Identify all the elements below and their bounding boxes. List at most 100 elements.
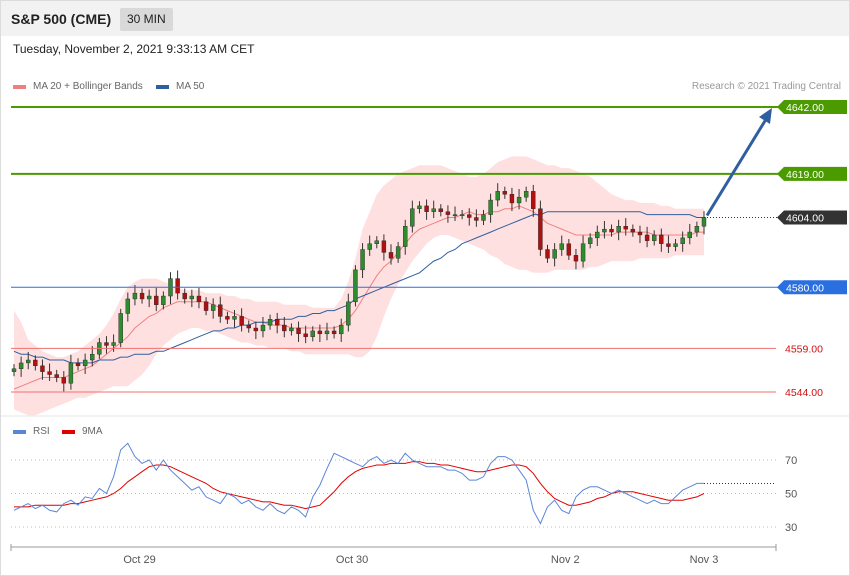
candle-body — [395, 246, 401, 259]
candle-body — [616, 226, 621, 233]
candle-body — [417, 205, 422, 209]
candle-body — [182, 292, 187, 300]
candle-body — [566, 243, 572, 256]
candle-body — [580, 243, 586, 262]
x-tick-label: Nov 2 — [551, 554, 580, 566]
candle-body — [104, 342, 109, 346]
candle-body — [310, 330, 315, 337]
candle-body — [516, 196, 522, 204]
candle-body — [474, 217, 479, 221]
candle-body — [595, 231, 600, 239]
x-tick-label: Nov 3 — [690, 554, 719, 566]
candle-body — [324, 330, 330, 335]
candle-body — [303, 333, 308, 337]
candle-body — [438, 208, 444, 212]
candle-body — [111, 342, 116, 346]
candle-body — [644, 234, 650, 241]
candle-body — [531, 191, 536, 209]
forecast-arrow-head — [759, 108, 772, 124]
candle-body — [353, 269, 358, 303]
level-label: 4619.00 — [786, 169, 824, 181]
candle-body — [246, 324, 251, 329]
timeframe-button[interactable]: 30 MIN — [120, 8, 173, 31]
candle-body — [339, 324, 344, 335]
candle-body — [431, 208, 436, 212]
candle-body — [40, 365, 45, 372]
candle-body — [687, 231, 692, 239]
candle-body — [210, 304, 216, 311]
candle-body — [673, 243, 678, 247]
rsi-tick-label: 30 — [785, 522, 797, 534]
legend-ma50: MA 50 — [156, 81, 204, 92]
candle-body — [47, 371, 52, 375]
bollinger-band — [14, 156, 704, 416]
legend-rsi-label: RSI — [33, 426, 50, 437]
candle-body — [189, 295, 195, 300]
candle-body — [424, 205, 429, 212]
candle-body — [666, 243, 671, 247]
candle-body — [374, 240, 379, 244]
level-label: 4642.00 — [786, 102, 824, 114]
x-tick-label: Oct 30 — [336, 554, 368, 566]
candle-body — [267, 319, 273, 326]
candle-body — [18, 362, 24, 369]
timestamp: Tuesday, November 2, 2021 9:33:13 AM CET — [13, 42, 255, 56]
current-price-tag — [777, 210, 847, 225]
rsi-tick-label: 70 — [785, 455, 797, 467]
legend-ma20: MA 20 + Bollinger Bands — [13, 81, 143, 92]
candle-body — [488, 199, 493, 215]
candle-body — [75, 362, 81, 367]
candle-body — [630, 228, 636, 233]
legend-9ma-label: 9MA — [82, 426, 103, 437]
candle-body — [410, 208, 415, 227]
candle-body — [587, 237, 593, 244]
rsi-9ma-line — [14, 461, 705, 510]
candle-body — [360, 249, 365, 271]
candle-body — [538, 208, 543, 250]
level-tag — [777, 166, 847, 181]
candle-body — [296, 327, 301, 335]
candle-body — [54, 374, 59, 378]
candle-body — [26, 359, 31, 364]
legend-rsi: RSI — [13, 426, 50, 437]
candle-body — [559, 243, 564, 250]
candle-body — [82, 359, 88, 367]
legend-ma20-label: MA 20 + Bollinger Bands — [33, 81, 143, 92]
candle-body — [161, 295, 166, 305]
candle-body — [154, 295, 159, 305]
candle-body — [331, 330, 337, 335]
candle-body — [146, 295, 152, 300]
legend-ma20-swatch — [13, 84, 26, 89]
candle-body — [445, 211, 451, 215]
candle-body — [573, 255, 579, 262]
candle-body — [545, 249, 550, 259]
candle-body — [260, 324, 266, 332]
legend-9ma-swatch — [62, 429, 75, 434]
candle-body — [680, 237, 685, 244]
rsi-tick-label: 50 — [785, 489, 797, 501]
candle-body — [33, 359, 38, 367]
candle-body — [317, 330, 323, 335]
candle-body — [609, 228, 614, 233]
candle-body — [459, 214, 465, 217]
candle-body — [125, 298, 131, 314]
header-bar: S&P 500 (CME) 30 MIN — [1, 1, 849, 36]
candle-body — [403, 226, 408, 247]
x-tick-label: Oct 29 — [123, 554, 155, 566]
current-price-label: 4604.00 — [786, 213, 824, 225]
candle-body — [132, 292, 138, 300]
candle-body — [274, 319, 280, 326]
legend-rsi-swatch — [13, 429, 26, 434]
candle-body — [253, 327, 259, 332]
candle-body — [523, 191, 529, 198]
candle-body — [659, 234, 664, 244]
credit-text: Research © 2021 Trading Central — [691, 81, 841, 92]
candle-body — [90, 353, 95, 361]
candle-body — [346, 301, 351, 326]
candle-body — [225, 316, 230, 320]
legend-9ma: 9MA — [62, 426, 103, 437]
candle-body — [495, 191, 500, 201]
candle-body — [388, 252, 394, 259]
candle-body — [381, 240, 387, 253]
candle-body — [452, 214, 458, 217]
